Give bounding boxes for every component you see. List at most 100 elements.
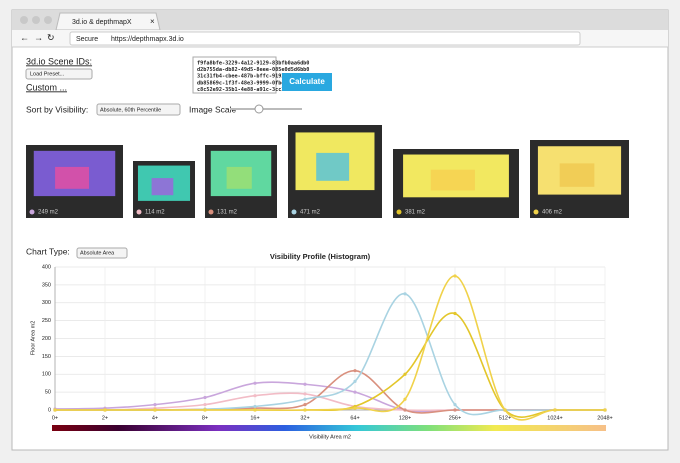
data-point <box>303 392 307 396</box>
color-scale <box>52 425 606 431</box>
scene-id: f9fa8bfe-3229-4a12-9129-83bfb0aa6db0 <box>197 61 309 67</box>
thumbnail-dot <box>533 209 539 215</box>
data-point <box>203 403 207 407</box>
floorplan-detail <box>430 169 475 191</box>
data-point <box>253 408 257 412</box>
custom-link[interactable]: Custom ... <box>26 82 67 92</box>
x-tick-label: 128+ <box>399 415 411 421</box>
chart: 0 50 100 150 200 250 300 350 400 0+ 2+ 4+ 8+ 16+ 32+ 64… <box>42 264 613 421</box>
thumbnail-label: 131 m2 <box>217 210 238 216</box>
zoom-button[interactable] <box>44 16 52 24</box>
data-point <box>253 394 257 398</box>
x-tick-label: 4+ <box>152 415 158 421</box>
data-point <box>303 408 307 412</box>
scene-ids-link[interactable]: 3d.io Scene IDs: <box>26 56 92 66</box>
scene-ids-textarea[interactable] <box>192 56 277 94</box>
sort-select[interactable] <box>96 103 181 116</box>
x-tick-label: 256+ <box>449 415 461 421</box>
x-tick-label: 512+ <box>499 415 511 421</box>
data-point <box>203 408 207 412</box>
data-point <box>353 379 357 383</box>
chart-type-select[interactable] <box>76 247 128 259</box>
forward-button[interactable]: → <box>34 32 43 42</box>
floorplan-detail <box>55 166 90 189</box>
back-button[interactable]: ← <box>20 32 29 42</box>
data-point <box>353 390 357 394</box>
x-tick-label: 32+ <box>300 415 309 421</box>
thumbnail-dot <box>396 209 402 215</box>
y-tick-label: 300 <box>42 300 51 306</box>
thumbnail-label: 471 m2 <box>300 210 321 216</box>
scene-ids: f9fa8bfe-3229-4a12-9129-83bfb0aa6db0d2b7… <box>197 61 309 93</box>
thumbnail-dot <box>29 209 35 215</box>
reload-button[interactable]: ↻ <box>47 32 55 42</box>
x-tick-label: 8+ <box>202 415 208 421</box>
tab-title: 3d.io & depthmapX <box>72 19 132 26</box>
data-point <box>353 406 357 410</box>
close-button[interactable] <box>20 16 28 24</box>
data-point <box>453 274 457 278</box>
floorplan-detail <box>316 152 350 181</box>
data-point <box>203 395 207 400</box>
data-point <box>453 311 457 316</box>
url: https://depthmapx.3d.io <box>111 36 184 43</box>
data-point <box>453 403 457 407</box>
scene-id: c8c52e92-35b1-4e88-a91c-3cc3b4cc7a65 <box>197 87 309 93</box>
window <box>11 9 669 451</box>
floorplan-detail <box>151 178 174 196</box>
x-tick-label: 16+ <box>250 415 259 421</box>
data-point <box>153 403 157 407</box>
data-point <box>503 408 507 412</box>
data-point <box>403 372 407 376</box>
minimize-button[interactable] <box>32 16 40 24</box>
thumbnail-label: 249 m2 <box>38 210 59 216</box>
y-tick-label: 50 <box>45 390 51 396</box>
data-point <box>303 397 307 401</box>
x-tick-label: 2048+ <box>597 415 612 421</box>
thumbnails: 249 m2 114 m2 131 m2 471 m2 381 m2 406 m2 <box>26 125 629 218</box>
preset-select-text: Load Preset... <box>30 71 65 77</box>
floorplan-detail <box>226 166 252 189</box>
data-point <box>403 408 407 412</box>
data-point <box>53 408 57 412</box>
thumbnail-dot <box>136 209 142 215</box>
sort-select-text: Absolute, 60th Percentile <box>100 107 161 113</box>
secure-label: Secure <box>76 36 98 43</box>
scene-id: db85869c-1f3f-48e3-9999-0fbd225b831c <box>197 80 309 86</box>
chart-type-label: Chart Type: <box>26 246 70 256</box>
data-point <box>353 369 357 373</box>
preset-select[interactable] <box>25 68 93 80</box>
data-point <box>253 404 257 409</box>
y-tick-label: 0 <box>48 407 51 413</box>
scene-id: 31c31fb4-cbee-487b-bffc-91926cdcda28 <box>197 74 309 80</box>
x-tick-label: 1024+ <box>547 415 562 421</box>
data-point <box>253 381 257 385</box>
thumbnail-label: 381 m2 <box>405 210 426 216</box>
tab-close[interactable]: × <box>150 17 155 26</box>
thumbnail-dot <box>291 209 297 215</box>
image-scale-thumb[interactable] <box>254 104 264 114</box>
address-bar[interactable] <box>69 31 581 46</box>
data-point <box>303 403 307 407</box>
y-tick-label: 400 <box>42 264 51 270</box>
x-axis-label: Visibility Area m2 <box>309 434 351 440</box>
calculate-button[interactable] <box>282 73 332 91</box>
title-bar <box>12 10 668 30</box>
y-tick-label: 100 <box>42 372 51 378</box>
scene-id: d2b755da-db82-49d5-8eee-085e0d5d6bb0 <box>197 67 309 73</box>
y-tick-label: 350 <box>42 282 51 288</box>
x-tick-label: 64+ <box>350 415 359 421</box>
data-point <box>403 397 407 401</box>
calculate-button-text: Calculate <box>289 77 325 86</box>
data-point <box>553 408 557 412</box>
data-point <box>403 292 407 296</box>
thumbnail-dot <box>208 209 214 215</box>
data-point <box>303 382 307 386</box>
chart-title: Visibility Profile (Histogram) <box>270 252 371 261</box>
data-point <box>103 408 107 412</box>
sort-label: Sort by Visibility: <box>26 104 88 114</box>
thumbnail-label: 406 m2 <box>542 210 563 216</box>
extension-icons[interactable] <box>590 34 660 43</box>
